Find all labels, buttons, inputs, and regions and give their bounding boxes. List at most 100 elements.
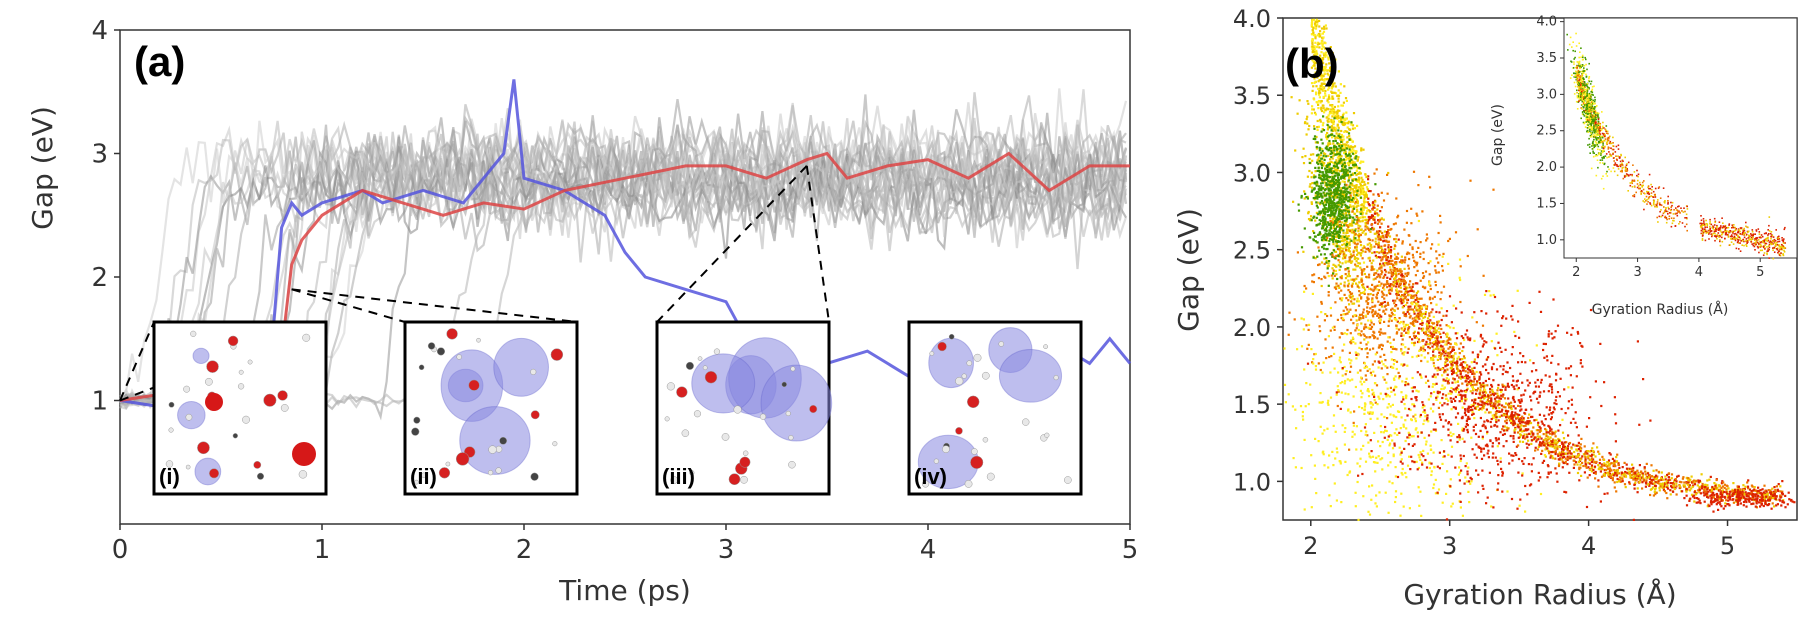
scatter-point [1360, 252, 1363, 255]
scatter-point [1322, 239, 1325, 242]
scatter-point [1360, 296, 1363, 299]
scatter-point [1426, 334, 1429, 337]
scatter-point [1495, 421, 1498, 424]
scatter-point [1357, 300, 1360, 303]
scatter-point [1479, 386, 1483, 389]
scatter-point [1302, 162, 1306, 165]
scatter-point [1312, 108, 1315, 111]
scatter-point [1352, 216, 1355, 219]
scatter-point [1389, 292, 1392, 295]
scatter-point [1340, 239, 1343, 243]
scatter-point [1657, 470, 1660, 473]
scatter-point [1337, 248, 1340, 251]
scatter-point [1390, 283, 1394, 286]
scatter-point [1644, 485, 1647, 488]
scatter-point [1344, 165, 1347, 168]
scatter-point [1714, 486, 1717, 489]
scatter-point [1535, 418, 1538, 421]
scatter-point [1330, 274, 1333, 277]
scatter-point [1719, 488, 1722, 491]
scatter-point [1320, 211, 1323, 214]
scatter-point [1415, 315, 1418, 318]
scatter-point [1396, 320, 1399, 323]
scatter-point [1563, 455, 1566, 458]
scatter-point [1687, 479, 1690, 482]
scatter-point [1476, 405, 1479, 408]
scatter-point [1340, 205, 1343, 209]
scatter-point [1319, 120, 1322, 123]
scatter-point [1437, 327, 1440, 330]
scatter-point [1633, 487, 1636, 490]
scatter-point [1744, 491, 1747, 494]
scatter-point [1324, 153, 1327, 156]
scatter-point [1388, 336, 1391, 339]
scatter-point [1305, 133, 1308, 136]
scatter-point [1385, 233, 1388, 236]
scatter-point [1473, 358, 1476, 361]
scatter-point [1372, 293, 1375, 297]
scatter-point [1354, 268, 1357, 271]
scatter-point [1434, 342, 1437, 345]
scatter-point [1325, 183, 1328, 186]
atom-glyph [721, 433, 730, 441]
scatter-point [1351, 282, 1354, 285]
scatter-point [1360, 313, 1363, 316]
scatter-point [1328, 161, 1331, 164]
background-trajectories [119, 88, 1128, 447]
scatter-point [1469, 369, 1472, 372]
scatter-point [1324, 65, 1327, 69]
scatter-point [1726, 494, 1729, 497]
scatter-point [1344, 277, 1348, 280]
scatter-point [1598, 458, 1602, 461]
scatter-point [1611, 457, 1614, 460]
y-axis-label-a: Gap (eV) [26, 106, 59, 230]
scatter-point [1598, 452, 1601, 455]
scatter-point [1527, 443, 1531, 446]
scatter-point [1608, 467, 1611, 470]
scatter-point [1709, 475, 1712, 478]
scatter-point [1376, 230, 1379, 233]
scatter-point [1748, 488, 1752, 491]
scatter-point [1406, 331, 1409, 334]
scatter-point [1616, 480, 1619, 484]
scatter-point [1333, 91, 1336, 94]
scatter-point [1410, 341, 1414, 345]
scatter-point [1414, 282, 1417, 285]
scatter-point [1337, 193, 1340, 196]
scatter-point [1610, 474, 1613, 477]
scatter-point [1342, 147, 1345, 150]
scatter-point [1622, 473, 1625, 476]
scatter-point [1380, 331, 1383, 334]
scatter-point [1725, 499, 1728, 502]
scatter-point [1432, 355, 1435, 358]
scatter-point [1619, 476, 1622, 479]
inset-label: (iv) [914, 464, 947, 489]
scatter-point [1343, 224, 1346, 227]
scatter-point [1324, 232, 1327, 235]
scatter-point [1326, 221, 1329, 224]
atom-glyph [165, 460, 174, 468]
scatter-point [1542, 433, 1545, 436]
scatter-point [1315, 93, 1318, 96]
scatter-point [1403, 314, 1406, 317]
scatter-point [1357, 224, 1360, 227]
scatter-point [1510, 412, 1513, 415]
scatter-point [1327, 198, 1330, 202]
scatter-point [1338, 268, 1341, 271]
scatter-point [1356, 253, 1359, 256]
scatter-point [1327, 49, 1330, 52]
scatter-point [1330, 97, 1333, 100]
scatter-point [1360, 180, 1364, 184]
scatter-point [1322, 52, 1325, 55]
scatter-point [1630, 476, 1633, 479]
scatter-point [1348, 160, 1351, 163]
scatter-point [1342, 229, 1345, 232]
scatter-point [1345, 297, 1348, 300]
scatter-point [1437, 231, 1440, 235]
scatter-point [1586, 452, 1589, 455]
scatter-point [1329, 193, 1332, 196]
scatter-point [1573, 450, 1576, 454]
scatter-point [1322, 154, 1325, 157]
scatter-point [1375, 256, 1378, 259]
scatter-point [1447, 325, 1450, 328]
